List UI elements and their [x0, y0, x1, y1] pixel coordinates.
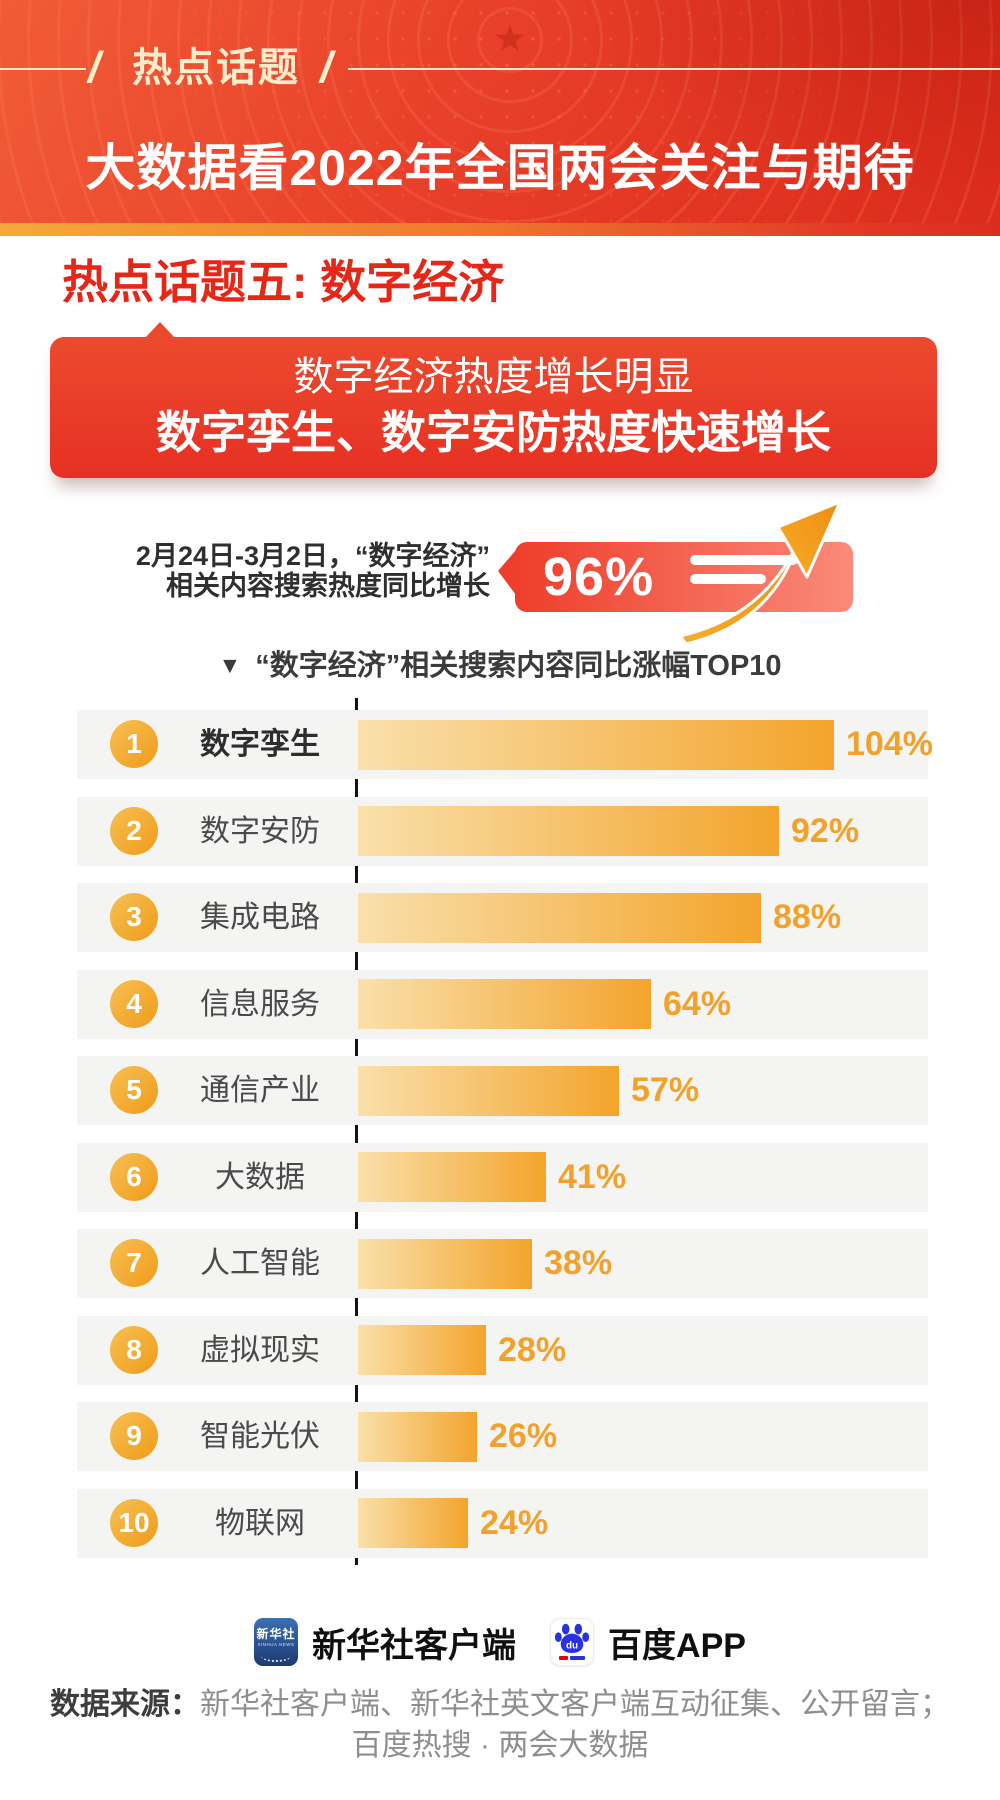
category-label: 大数据 [215, 1160, 305, 1194]
bar [358, 1238, 532, 1289]
key-finding-banner: 数字经济热度增长明显 数字孪生、数字安防热度快速增长 [50, 322, 937, 478]
slash-icon: / [88, 43, 101, 92]
chart-row: 1 数字孪生 104% [77, 710, 933, 779]
stat-description-line-1: 2月24日-3月2日，“数字经济” [135, 541, 490, 571]
value-label: 104% [846, 725, 933, 763]
data-source-text: 新华社客户端、新华社英文客户端互动征集、公开留言； [200, 1688, 950, 1721]
bar [358, 806, 779, 856]
chart-row: 4 信息服务 64% [77, 969, 928, 1039]
arrow-up-icon [678, 500, 842, 646]
bar [358, 1498, 468, 1548]
baidu-label: 百度APP [608, 1626, 746, 1665]
speed-line [690, 555, 798, 565]
hot-topic-tag: 热点话题 [132, 46, 300, 90]
page-title: 大数据看2022年全国两会关注与期待 [85, 140, 915, 196]
bar [358, 719, 834, 770]
bar [358, 892, 761, 943]
stat-description-line-2: 相关内容搜索热度同比增长 [166, 571, 490, 601]
rank-badge: 9 [110, 1412, 158, 1460]
value-label: 88% [773, 898, 842, 936]
tag-rule-left [0, 68, 86, 70]
data-source: 数据来源：新华社客户端、新华社英文客户端互动征集、公开留言； 百度热搜 · 两会… [0, 1686, 1000, 1764]
chart-row: 9 智能光伏 26% [77, 1402, 928, 1471]
baidu-icon-underline [551, 1656, 593, 1660]
category-label: 集成电路 [200, 901, 320, 934]
chart-row: 8 虚拟现实 28% [77, 1315, 928, 1385]
chart-row: 3 集成电路 88% [77, 883, 928, 952]
value-label: 24% [480, 1503, 549, 1542]
rank-badge: 3 [110, 893, 158, 941]
rank-badge: 6 [110, 1152, 158, 1201]
bar [358, 1325, 486, 1375]
chart-title: ▼ “数字经济”相关搜索内容同比涨幅TOP10 [0, 642, 1000, 684]
rank-badge: 8 [110, 1325, 158, 1374]
slash-icon: / [320, 43, 333, 92]
data-source-prefix: 数据来源： [50, 1688, 200, 1721]
tag-rule-right [348, 68, 1000, 70]
rank-badge: 7 [110, 1239, 158, 1287]
data-source-line-2: 百度热搜 · 两会大数据 [351, 1729, 649, 1762]
baidu-app-icon: du [550, 1618, 595, 1666]
bar [358, 979, 651, 1029]
rank-badge: 10 [110, 1498, 158, 1547]
speed-line [690, 574, 766, 584]
category-label: 通信产业 [200, 1074, 320, 1107]
category-label: 虚拟现实 [200, 1333, 320, 1367]
category-label: 物联网 [215, 1506, 305, 1540]
chart-title-text: “数字经济”相关搜索内容同比涨幅TOP10 [255, 650, 782, 682]
stat-description: 2月24日-3月2日，“数字经济” 相关内容搜索热度同比增长 [40, 541, 490, 601]
value-label: 92% [791, 811, 860, 850]
xinhua-icon-text: 新华社 [256, 1627, 296, 1641]
value-label: 26% [489, 1417, 558, 1455]
category-label: 智能光伏 [200, 1420, 320, 1453]
rank-badge: 2 [110, 806, 158, 855]
chart-row: 2 数字安防 92% [77, 796, 928, 866]
banner-line-1: 数字经济热度增长明显 [293, 355, 694, 399]
section-title: 热点话题五: 数字经济 [62, 256, 505, 308]
rank-badge: 5 [110, 1066, 158, 1114]
rank-badge: 1 [110, 720, 158, 768]
xinhua-app-icon: 新华社 XINHUA NEWS [254, 1618, 299, 1666]
bar-chart: 1 数字孪生 104% 2 数字安防 92% 3 集成电路 88% 4 信息服务… [77, 710, 933, 1575]
category-label: 数字安防 [200, 814, 320, 848]
category-label: 人工智能 [200, 1247, 320, 1280]
category-label: 数字孪生 [200, 728, 320, 761]
svg-text:du: du [566, 1640, 578, 1651]
value-label: 41% [558, 1157, 627, 1196]
chart-row: 10 物联网 24% [77, 1488, 928, 1558]
xinhua-icon-constellation [261, 1650, 292, 1662]
bar [358, 1152, 546, 1202]
chart-row: 5 通信产业 57% [77, 1056, 928, 1125]
banner-line-2: 数字孪生、数字安防热度快速增长 [155, 407, 831, 458]
stat-value: 96% [543, 547, 655, 607]
chart-row: 7 人工智能 38% [77, 1229, 928, 1298]
chart-row: 6 大数据 41% [77, 1142, 928, 1212]
gradient-strip [0, 223, 1000, 236]
value-label: 38% [544, 1244, 613, 1282]
bar [358, 1065, 619, 1116]
category-label: 信息服务 [200, 987, 320, 1021]
value-label: 64% [663, 984, 732, 1023]
baidu-paw-icon: du [554, 1623, 590, 1653]
triangle-marker-icon: ▼ [218, 652, 242, 678]
footer-logos: 新华社 XINHUA NEWS 新华社客户端 du 百度APP [0, 1616, 1000, 1668]
triangle-pointer-icon [145, 322, 175, 338]
rank-badge: 4 [110, 979, 158, 1028]
hot-topic-tag-row: / 热点话题 / [0, 44, 1000, 92]
header-banner: / 热点话题 / 大数据看2022年全国两会关注与期待 [0, 0, 1000, 223]
chart-axis-line [355, 698, 358, 1565]
value-label: 57% [631, 1071, 700, 1109]
data-source-line-1: 数据来源：新华社客户端、新华社英文客户端互动征集、公开留言； [0, 1686, 1000, 1723]
xinhua-icon-subtext: XINHUA NEWS [257, 1642, 295, 1647]
bar [358, 1411, 477, 1462]
stat-badge: 96% [498, 542, 853, 612]
xinhua-label: 新华社客户端 [312, 1626, 517, 1665]
value-label: 28% [498, 1330, 567, 1369]
